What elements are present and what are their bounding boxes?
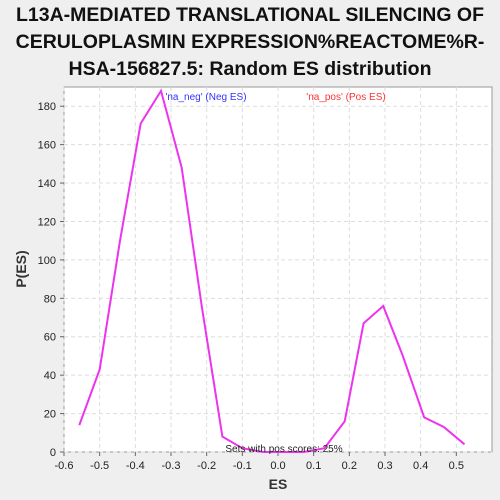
chart-title-line-2: CERULOPLASMIN EXPRESSION%REACTOME%R- <box>15 31 485 53</box>
x-tick-label: -0.3 <box>162 460 181 472</box>
x-tick-label: 0.4 <box>413 460 428 472</box>
x-tick-label: 0.1 <box>306 460 321 472</box>
x-tick-label: 0.3 <box>377 460 392 472</box>
x-axis-label: ES <box>269 476 288 492</box>
series-group <box>78 88 466 453</box>
y-tick-label: 20 <box>44 409 56 421</box>
annotation: Sets with pos scores: 25% <box>225 444 342 455</box>
x-tick-label: -0.1 <box>233 460 252 472</box>
x-tick-label: 0.2 <box>342 460 357 472</box>
x-tick-label: 0.0 <box>270 460 285 472</box>
x-tick-label: -0.6 <box>55 460 74 472</box>
x-tick-label: -0.4 <box>126 460 145 472</box>
x-tick-label: -0.5 <box>90 460 109 472</box>
chart-title-line-3: HSA-156827.5: Random ES distribution <box>68 58 432 80</box>
y-tick-label: 60 <box>44 332 56 344</box>
legend-neg: 'na_neg' (Neg ES) <box>165 92 246 103</box>
y-tick-label: 80 <box>44 293 56 305</box>
y-tick-label: 120 <box>38 216 56 228</box>
y-tick-label: 160 <box>38 140 56 152</box>
x-tick-label: 0.5 <box>449 460 464 472</box>
axes: -0.6 -0.5 -0.4 -0.3 -0.2 -0.1 0.0 0.1 0.2 0.3 0.4 0… <box>38 101 464 472</box>
chart-title: L13A-MEDIATED TRANSLATIONAL SILENCING OF… <box>0 2 500 83</box>
y-axis-label: P(ES) <box>13 250 29 287</box>
y-tick-label: 100 <box>38 255 56 267</box>
y-tick-label: 0 <box>50 447 56 459</box>
y-tick-label: 40 <box>44 370 56 382</box>
y-tick-label: 140 <box>38 178 56 190</box>
legend-pos: 'na_pos' (Pos ES) <box>306 92 385 103</box>
x-tick-label: -0.2 <box>197 460 216 472</box>
chart-title-line-1: L13A-MEDIATED TRANSLATIONAL SILENCING OF <box>16 4 484 26</box>
series-line <box>78 88 466 453</box>
y-tick-label: 180 <box>38 101 56 113</box>
